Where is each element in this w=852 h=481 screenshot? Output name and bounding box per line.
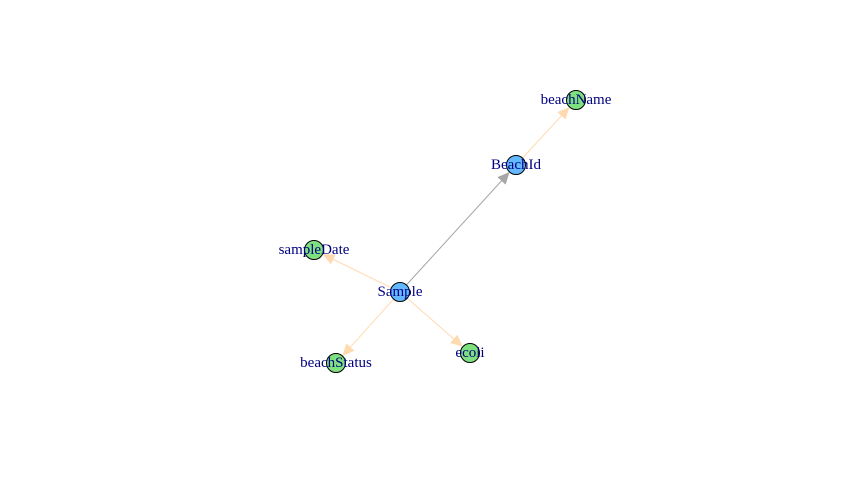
node-label-beachid: BeachId [491,157,541,173]
nodes-layer [304,90,586,373]
arrowhead [322,254,336,265]
node-ecoli [460,343,480,363]
node-label-ecoli: ecoli [455,345,484,361]
edge-line [522,114,563,159]
node-beachstatus [326,353,346,373]
arrowhead [497,172,510,185]
node-sample [390,282,410,302]
arrowhead [450,334,463,347]
labels-layer: Sample BeachId beachName sampleDate beachSta… [279,92,612,371]
edge-sample-beachstatus [342,298,395,356]
node-label-beachstatus: beachStatus [300,355,372,371]
node-label-beachname: beachName [541,92,612,108]
node-label-sampledate: sampleDate [279,242,350,258]
edge-sample-sampledate [322,254,392,289]
node-label-sample: Sample [378,284,423,300]
edge-line [406,179,503,286]
node-beachid [506,155,526,175]
edge-sample-ecoli [406,297,463,347]
edge-line [406,297,455,340]
edge-line [332,258,392,289]
arrowhead [557,106,570,120]
node-beachname [566,90,586,110]
node-sampledate [304,240,324,260]
edge-line [349,298,395,349]
arrowhead [342,343,355,356]
edge-sample-beachid [406,172,510,286]
edge-beachid-beachname [522,106,570,159]
edges-layer [322,106,570,356]
